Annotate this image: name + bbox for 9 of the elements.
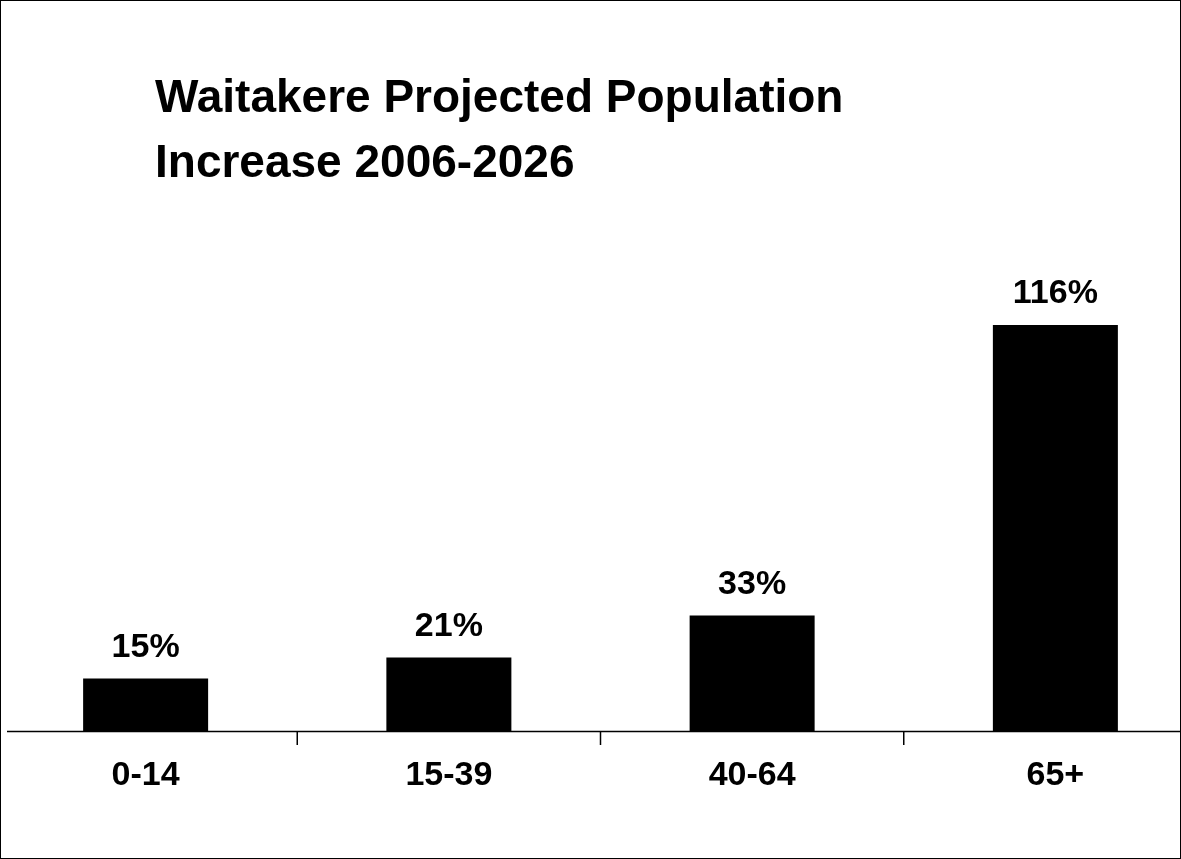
x-tick-label: 0-14: [111, 754, 180, 792]
x-tick-label: 65+: [1026, 754, 1085, 792]
chart-title: Waitakere Projected Population Increase 2006-2026: [155, 70, 844, 187]
x-tick-label: 40-64: [708, 754, 796, 792]
data-label: 116%: [1012, 272, 1098, 310]
data-label: 21%: [414, 604, 483, 643]
data-label: 33%: [718, 562, 787, 601]
x-tick-label: 15-39: [405, 754, 493, 792]
data-label: 15%: [111, 625, 180, 664]
